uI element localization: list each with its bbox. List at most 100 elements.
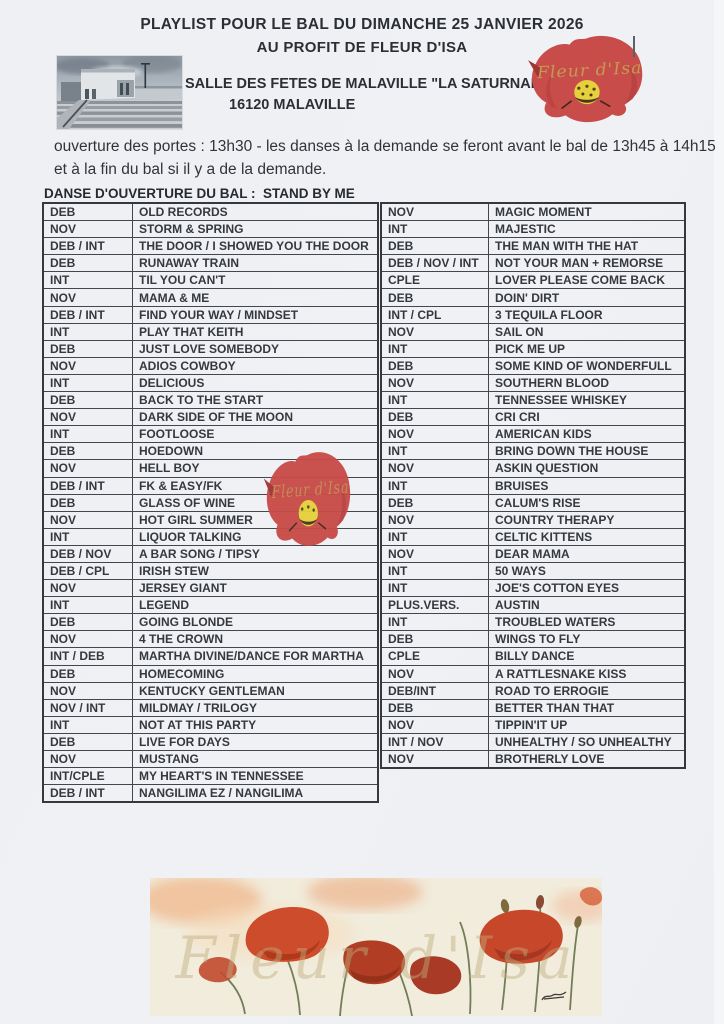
song-title-cell: DARK SIDE OF THE MOON <box>132 408 379 427</box>
poppy-center <box>343 940 406 985</box>
poppy-flower-icon <box>532 35 643 123</box>
song-title-cell: DELICIOUS <box>132 373 379 393</box>
dance-level-cell: DEB <box>380 630 489 649</box>
doors-info-line2: et à la fin du bal si il y a de la deman… <box>54 161 327 178</box>
song-title-cell: MY HEART'S IN TENNESSEE <box>132 767 379 786</box>
poppy-big-left <box>245 906 329 962</box>
dance-level-cell: NOV <box>380 202 489 222</box>
dance-level-cell: NOV <box>42 510 133 529</box>
song-title-cell: KENTUCKY GENTLEMAN <box>132 681 379 700</box>
dance-level-cell: DEB / INT <box>42 305 133 324</box>
song-title-cell: 50 WAYS <box>488 561 686 581</box>
song-title-cell: MAJESTIC <box>488 220 686 239</box>
song-title-cell: LOVER PLEASE COME BACK <box>488 271 686 290</box>
song-title-cell: TIPPIN'IT UP <box>488 715 686 734</box>
dance-level-cell: DEB / CPL <box>42 561 133 581</box>
playlist-row: DEB / NOV / INT NOT YOUR MAN + REMORSE <box>380 254 686 273</box>
song-title-cell: UNHEALTHY / SO UNHEALTHY <box>488 732 686 752</box>
scan-artifact <box>633 36 635 57</box>
dance-level-cell: NOV <box>42 681 133 700</box>
playlist-row: DEB / INT FIND YOUR WAY / MINDSET <box>42 305 379 324</box>
dance-level-cell: NOV <box>380 510 489 529</box>
song-title-cell: FIND YOUR WAY / MINDSET <box>132 305 379 324</box>
song-title-cell: CRI CRI <box>488 408 686 427</box>
song-title-cell: MAGIC MOMENT <box>488 202 686 222</box>
dance-level-cell: DEB <box>380 493 489 512</box>
playlist-row: NOV BROTHERLY LOVE <box>380 750 686 769</box>
playlist-row: INT 50 WAYS <box>380 561 686 581</box>
dance-level-cell: NOV <box>42 408 133 427</box>
playlist-row: NOV A RATTLESNAKE KISS <box>380 664 686 683</box>
dance-level-cell: DEB <box>42 202 133 222</box>
song-title-cell: BILLY DANCE <box>488 647 686 666</box>
dance-level-cell: INT <box>42 322 133 341</box>
dance-level-cell: INT <box>42 596 133 615</box>
playlist-row: INT BRUISES <box>380 476 686 495</box>
song-title-cell: SOME KIND OF WONDERFULL <box>488 356 686 375</box>
dance-level-cell: INT/CPLE <box>42 767 133 786</box>
song-title-cell: STORM & SPRING <box>132 220 379 239</box>
playlist-row: NOV AMERICAN KIDS <box>380 425 686 444</box>
song-title-cell: LIVE FOR DAYS <box>132 732 379 752</box>
playlist-row: NOV DARK SIDE OF THE MOON <box>42 408 379 427</box>
playlist-row: DEB WINGS TO FLY <box>380 630 686 649</box>
doors-info-line1: ouverture des portes : 13h30 - les danse… <box>54 138 716 155</box>
song-title-cell: AUSTIN <box>488 596 686 615</box>
fleur-disa-logo-top: Fleur d'Isa <box>528 35 643 123</box>
playlist-row: NOV MAGIC MOMENT <box>380 202 686 222</box>
playlist-row: INT PICK ME UP <box>380 339 686 358</box>
dance-level-cell: INT <box>380 391 489 410</box>
song-title-cell: GOING BLONDE <box>132 613 379 632</box>
song-title-cell: FOOTLOOSE <box>132 425 379 444</box>
dance-level-cell: NOV <box>380 322 489 341</box>
playlist-row: DEB DOIN' DIRT <box>380 288 686 307</box>
playlist-row: INT JOE'S COTTON EYES <box>380 579 686 598</box>
song-title-cell: DEAR MAMA <box>488 544 686 563</box>
playlist-row: DEB CRI CRI <box>380 408 686 427</box>
playlist-row: INT LEGEND <box>42 596 379 615</box>
scan-edge <box>714 0 724 1024</box>
dance-level-cell: PLUS.VERS. <box>380 596 489 615</box>
dance-level-cell: INT <box>380 527 489 546</box>
dance-level-cell: INT <box>380 339 489 358</box>
song-title-cell: 4 THE CROWN <box>132 630 379 649</box>
playlist-row: DEB BACK TO THE START <box>42 391 379 410</box>
playlist-row: DEB RUNAWAY TRAIN <box>42 254 379 273</box>
song-title-cell: BRING DOWN THE HOUSE <box>488 442 686 461</box>
dance-level-cell: INT <box>380 613 489 632</box>
playlist-row: NOV 4 THE CROWN <box>42 630 379 649</box>
dance-level-cell: DEB <box>42 493 133 512</box>
page-title: PLAYLIST POUR LE BAL DU DIMANCHE 25 JANV… <box>140 16 584 33</box>
song-title-cell: TENNESSEE WHISKEY <box>488 391 686 410</box>
dance-level-cell: CPLE <box>380 647 489 666</box>
poppy-flower-icon <box>266 452 351 546</box>
dance-level-cell: NOV <box>42 220 133 239</box>
artist-signature <box>541 991 567 1001</box>
song-title-cell: AMERICAN KIDS <box>488 425 686 444</box>
dance-level-cell: INT <box>42 425 133 444</box>
playlist-row: DEB CALUM'S RISE <box>380 493 686 512</box>
dance-level-cell: INT <box>380 579 489 598</box>
dance-level-cell: NOV <box>380 425 489 444</box>
painting-watermark: Fleur d'Isa <box>175 924 581 992</box>
poppy-dark <box>410 956 462 995</box>
song-title-cell: TIL YOU CAN'T <box>132 271 379 290</box>
song-title-cell: JOE'S COTTON EYES <box>488 579 686 598</box>
playlist-row: CPLE BILLY DANCE <box>380 647 686 666</box>
song-title-cell: ADIOS COWBOY <box>132 356 379 375</box>
song-title-cell: 3 TEQUILA FLOOR <box>488 305 686 324</box>
dance-level-cell: DEB <box>380 356 489 375</box>
dance-level-cell: DEB <box>380 288 489 307</box>
playlist-row: DEB BETTER THAN THAT <box>380 698 686 717</box>
dance-level-cell: NOV <box>42 288 133 307</box>
playlist-row: DEB THE MAN WITH THE HAT <box>380 237 686 256</box>
song-title-cell: BETTER THAN THAT <box>488 698 686 717</box>
dance-level-cell: CPLE <box>380 271 489 290</box>
playlist-row: INT NOT AT THIS PARTY <box>42 715 379 734</box>
dance-level-cell: INT <box>380 476 489 495</box>
song-title-cell: NOT AT THIS PARTY <box>132 715 379 734</box>
dance-level-cell: NOV <box>380 750 489 769</box>
playlist-row: NOV MAMA & ME <box>42 288 379 307</box>
dance-level-cell: DEB <box>380 237 489 256</box>
song-title-cell: JUST LOVE SOMEBODY <box>132 339 379 358</box>
